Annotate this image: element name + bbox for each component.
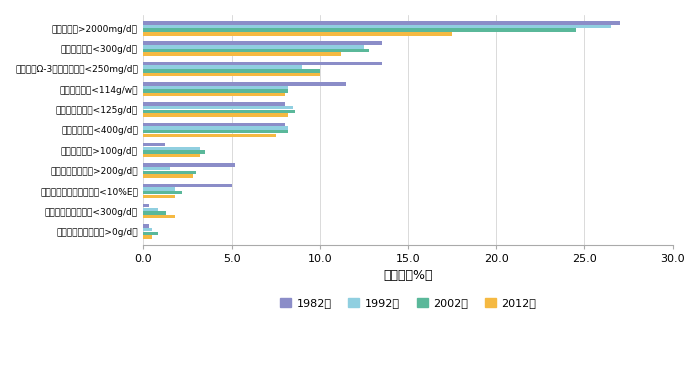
Bar xyxy=(144,143,164,147)
Bar xyxy=(144,171,197,174)
Bar xyxy=(144,25,611,28)
Bar xyxy=(144,102,285,106)
Bar xyxy=(144,163,235,167)
Bar xyxy=(144,86,288,89)
Bar xyxy=(144,224,148,228)
Bar xyxy=(144,194,175,198)
Bar xyxy=(144,187,175,191)
Bar xyxy=(144,150,205,154)
Bar xyxy=(144,62,382,65)
Bar xyxy=(144,228,153,231)
Bar xyxy=(144,235,153,239)
Bar xyxy=(144,113,288,117)
Bar xyxy=(144,110,295,113)
Bar xyxy=(144,231,158,235)
X-axis label: 百分比（%）: 百分比（%） xyxy=(384,270,433,282)
Bar xyxy=(144,41,382,45)
Bar xyxy=(144,106,293,109)
Bar xyxy=(144,130,288,133)
Bar xyxy=(144,28,575,32)
Bar xyxy=(144,89,288,93)
Bar xyxy=(144,167,170,170)
Bar xyxy=(144,73,320,76)
Bar xyxy=(144,174,193,178)
Bar xyxy=(144,21,620,25)
Bar xyxy=(144,215,175,218)
Bar xyxy=(144,204,148,207)
Bar xyxy=(144,123,285,126)
Bar xyxy=(144,191,182,194)
Bar xyxy=(144,82,346,86)
Bar xyxy=(144,147,200,150)
Bar xyxy=(144,126,288,130)
Legend: 1982年, 1992年, 2002年, 2012年: 1982年, 1992年, 2002年, 2012年 xyxy=(275,293,540,313)
Bar xyxy=(144,134,276,137)
Bar xyxy=(144,49,369,52)
Bar xyxy=(144,65,302,69)
Bar xyxy=(144,53,341,56)
Bar xyxy=(144,45,364,49)
Bar xyxy=(144,208,158,211)
Bar xyxy=(144,184,232,187)
Bar xyxy=(144,211,167,215)
Bar xyxy=(144,69,320,72)
Bar xyxy=(144,93,285,96)
Bar xyxy=(144,154,200,158)
Bar xyxy=(144,32,452,35)
